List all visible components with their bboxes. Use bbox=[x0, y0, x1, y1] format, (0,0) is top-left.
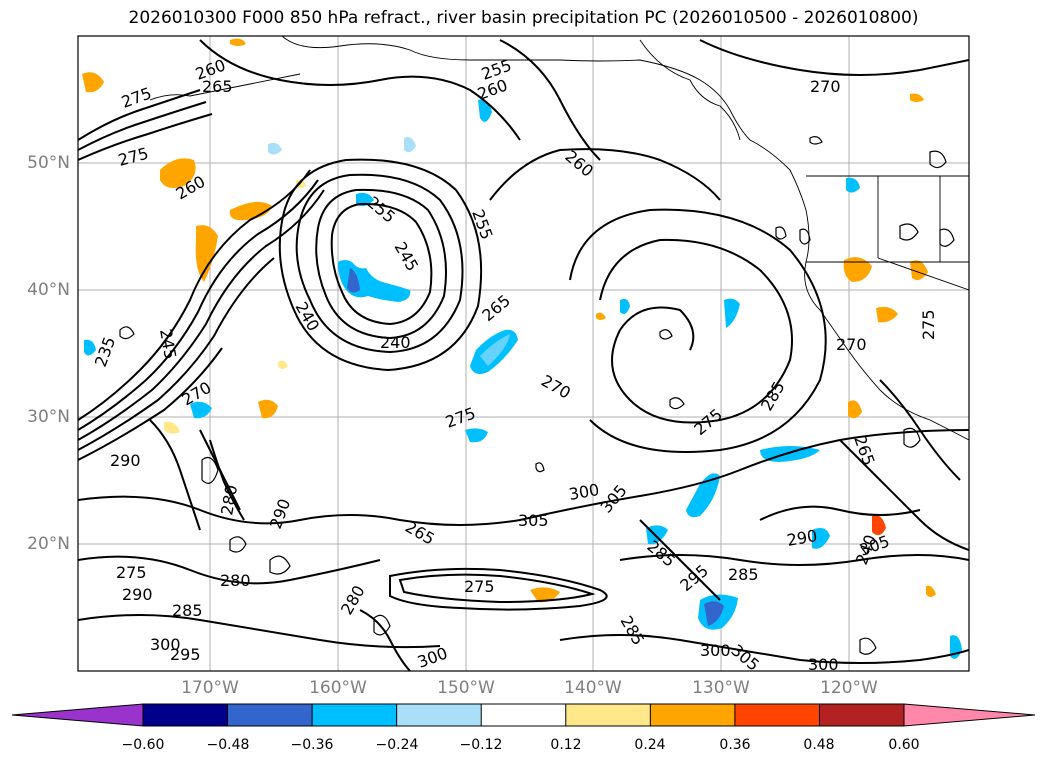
colorbar-tick-label: −0.24 bbox=[375, 737, 419, 753]
colorbar-swatch bbox=[734, 704, 820, 726]
contour-label: 280 bbox=[220, 571, 251, 590]
colorbar-swatch bbox=[481, 704, 566, 726]
contour-label: 290 bbox=[110, 451, 141, 470]
refractivity-contours bbox=[78, 39, 969, 671]
contour-fine bbox=[119, 136, 955, 655]
colorbar-tick-label: 0.36 bbox=[719, 737, 751, 753]
colorbar-tick-label: 0.24 bbox=[634, 737, 666, 753]
colorbar-tick-label: −0.48 bbox=[206, 737, 250, 753]
colorbar-swatch bbox=[312, 704, 397, 726]
colorbar-extend-high bbox=[903, 703, 1036, 727]
colorbar-swatch bbox=[565, 704, 651, 726]
colorbar bbox=[11, 703, 1036, 727]
colorbar-swatch bbox=[143, 704, 228, 726]
map-frame bbox=[77, 35, 970, 672]
contour-label: 290 bbox=[122, 585, 153, 604]
colorbar-tick-label: 0.48 bbox=[803, 737, 835, 753]
colorbar-tick-label: 0.60 bbox=[888, 737, 920, 753]
colorbar-swatch bbox=[650, 704, 735, 726]
contour-label: 275 bbox=[919, 309, 938, 340]
lon-label-170w: 170°W bbox=[181, 678, 239, 698]
lon-label-150w: 150°W bbox=[437, 678, 495, 698]
colorbar-extend-low bbox=[11, 703, 144, 727]
lat-label-50n: 50°N bbox=[27, 153, 70, 173]
contour-label: 285 bbox=[728, 565, 759, 584]
colorbar-swatch bbox=[819, 704, 904, 726]
contour-label: 300 bbox=[700, 641, 731, 660]
lat-label-40n: 40°N bbox=[27, 280, 70, 300]
contour-label: 305 bbox=[518, 511, 549, 530]
contour-label: 265 bbox=[202, 77, 233, 96]
colorbar-tick-label: −0.60 bbox=[121, 737, 165, 753]
lon-label-130w: 130°W bbox=[692, 678, 750, 698]
colorbar-swatch bbox=[396, 704, 482, 726]
lat-label-30n: 30°N bbox=[27, 407, 70, 427]
lon-label-120w: 120°W bbox=[820, 678, 878, 698]
contour-label: 285 bbox=[172, 601, 203, 620]
contour-label: 275 bbox=[116, 563, 147, 582]
coastlines bbox=[149, 36, 969, 441]
colorbar-swatch bbox=[227, 704, 313, 726]
colorbar-tick-label: 0.12 bbox=[550, 737, 582, 753]
lon-label-140w: 140°W bbox=[564, 678, 622, 698]
colorbar-tick-label: −0.36 bbox=[290, 737, 334, 753]
lon-label-160w: 160°W bbox=[309, 678, 367, 698]
contour-label: 295 bbox=[170, 645, 201, 664]
contour-label: 300 bbox=[808, 655, 839, 674]
contour-label: 240 bbox=[380, 333, 411, 352]
colorbar-tick-label: −0.12 bbox=[459, 737, 503, 753]
contour-label: 300 bbox=[150, 635, 181, 654]
map-title: 2026010300 F000 850 hPa refract., river … bbox=[128, 8, 919, 28]
contour-label: 270 bbox=[810, 77, 841, 96]
lat-label-20n: 20°N bbox=[27, 534, 70, 554]
contour-label: 275 bbox=[464, 577, 495, 596]
contour-label: 270 bbox=[836, 335, 867, 354]
